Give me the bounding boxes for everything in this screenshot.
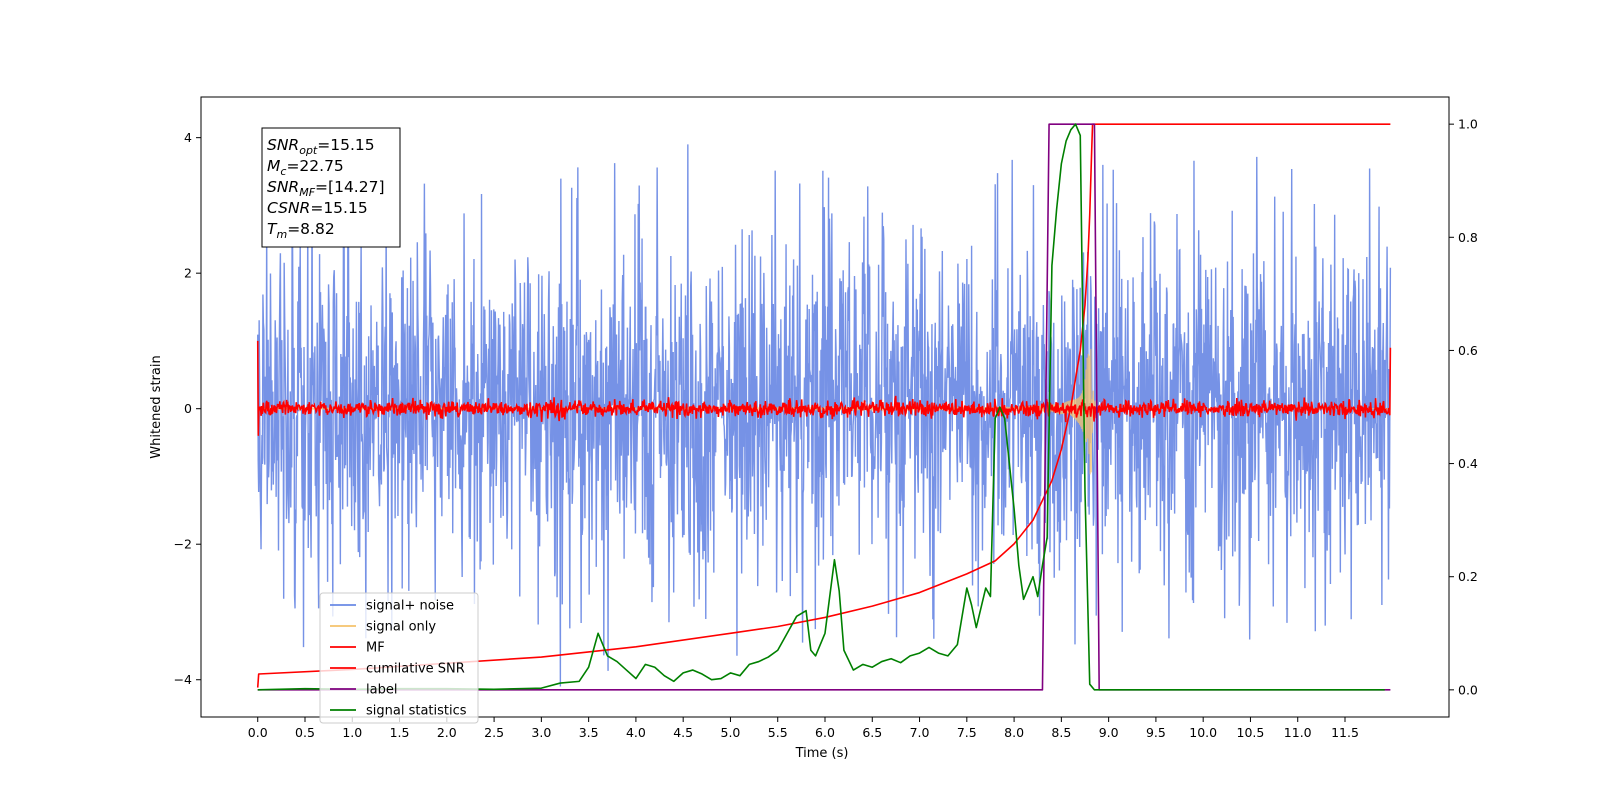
y-right-tick-label: 1.0 [1458, 117, 1478, 132]
x-tick-label: 6.0 [815, 725, 835, 740]
legend-entry-label: label [366, 683, 397, 698]
x-axis: 0.0 0.5 1.0 1.5 2.0 2.5 3.0 3.5 4.0 4.5 5.0 5.5 6.0 6… [248, 717, 1359, 740]
y-left-tick-label: −4 [174, 672, 192, 687]
legend-entry-label: MF [366, 641, 385, 656]
y-axis-label: Whitened strain [149, 355, 164, 458]
x-tick-label: 6.5 [862, 725, 882, 740]
x-tick-label: 8.0 [1004, 725, 1024, 740]
x-tick-label: 2.5 [484, 725, 504, 740]
legend: signal+ noise signal only MF cumilative SNR… [319, 592, 479, 724]
annotation-line: Tm=8.82 [267, 220, 335, 241]
series-signal-noise [257, 144, 1392, 687]
legend-entry-label: signal statistics [366, 704, 467, 719]
x-tick-label: 3.5 [579, 725, 599, 740]
annotation-line: SNRMF=[14.27] [267, 178, 385, 199]
x-tick-label: 0.5 [295, 725, 315, 740]
series-signal-statistics [257, 123, 1385, 691]
x-tick-label: 7.5 [957, 725, 977, 740]
x-axis-label: Time (s) [795, 746, 849, 761]
x-tick-label: 9.0 [1099, 725, 1119, 740]
y-left-tick-label: 2 [184, 266, 192, 281]
x-tick-label: 4.0 [626, 725, 646, 740]
x-tick-label: 5.5 [768, 725, 788, 740]
y-right-tick-label: 0.4 [1458, 456, 1478, 471]
x-tick-label: 2.0 [437, 725, 457, 740]
annotation-line: CSNR=15.15 [267, 199, 368, 217]
y-left-tick-label: 4 [184, 130, 192, 145]
annotation-box: SNRopt=15.15Mc=22.75SNRMF=[14.27]CSNR=15… [261, 127, 401, 248]
x-tick-label: 7.0 [910, 725, 930, 740]
y-right-tick-label: 0.0 [1458, 682, 1478, 697]
annotation-line: SNRopt=15.15 [267, 136, 375, 157]
x-tick-label: 3.0 [531, 725, 551, 740]
x-tick-label: 1.5 [390, 725, 410, 740]
series-cumulative-snr [256, 123, 1391, 688]
x-tick-label: 11.0 [1284, 725, 1312, 740]
legend-entry-label: cumilative SNR [366, 662, 465, 677]
x-tick-label: 5.0 [721, 725, 741, 740]
y-axis-left: −4 −2 0 2 4 [174, 130, 201, 687]
x-tick-label: 1.0 [342, 725, 362, 740]
y-right-tick-label: 0.2 [1458, 569, 1478, 584]
x-tick-label: 9.5 [1146, 725, 1166, 740]
x-tick-label: 11.5 [1331, 725, 1359, 740]
y-left-tick-label: 0 [184, 401, 192, 416]
plot-area [256, 123, 1392, 691]
annotation-line: Mc=22.75 [267, 157, 344, 178]
series-mf [256, 340, 1392, 436]
legend-entry-label: signal only [366, 620, 436, 635]
x-tick-label: 0.0 [248, 725, 268, 740]
x-tick-label: 10.0 [1189, 725, 1217, 740]
y-left-tick-label: −2 [174, 537, 192, 552]
x-tick-label: 10.5 [1237, 725, 1265, 740]
legend-entry-label: signal+ noise [366, 599, 454, 614]
y-axis-right: 0.0 0.2 0.4 0.6 0.8 1.0 [1449, 117, 1478, 697]
x-tick-label: 4.5 [673, 725, 693, 740]
x-tick-label: 8.5 [1051, 725, 1071, 740]
y-right-tick-label: 0.8 [1458, 230, 1478, 245]
y-right-tick-label: 0.6 [1458, 343, 1478, 358]
